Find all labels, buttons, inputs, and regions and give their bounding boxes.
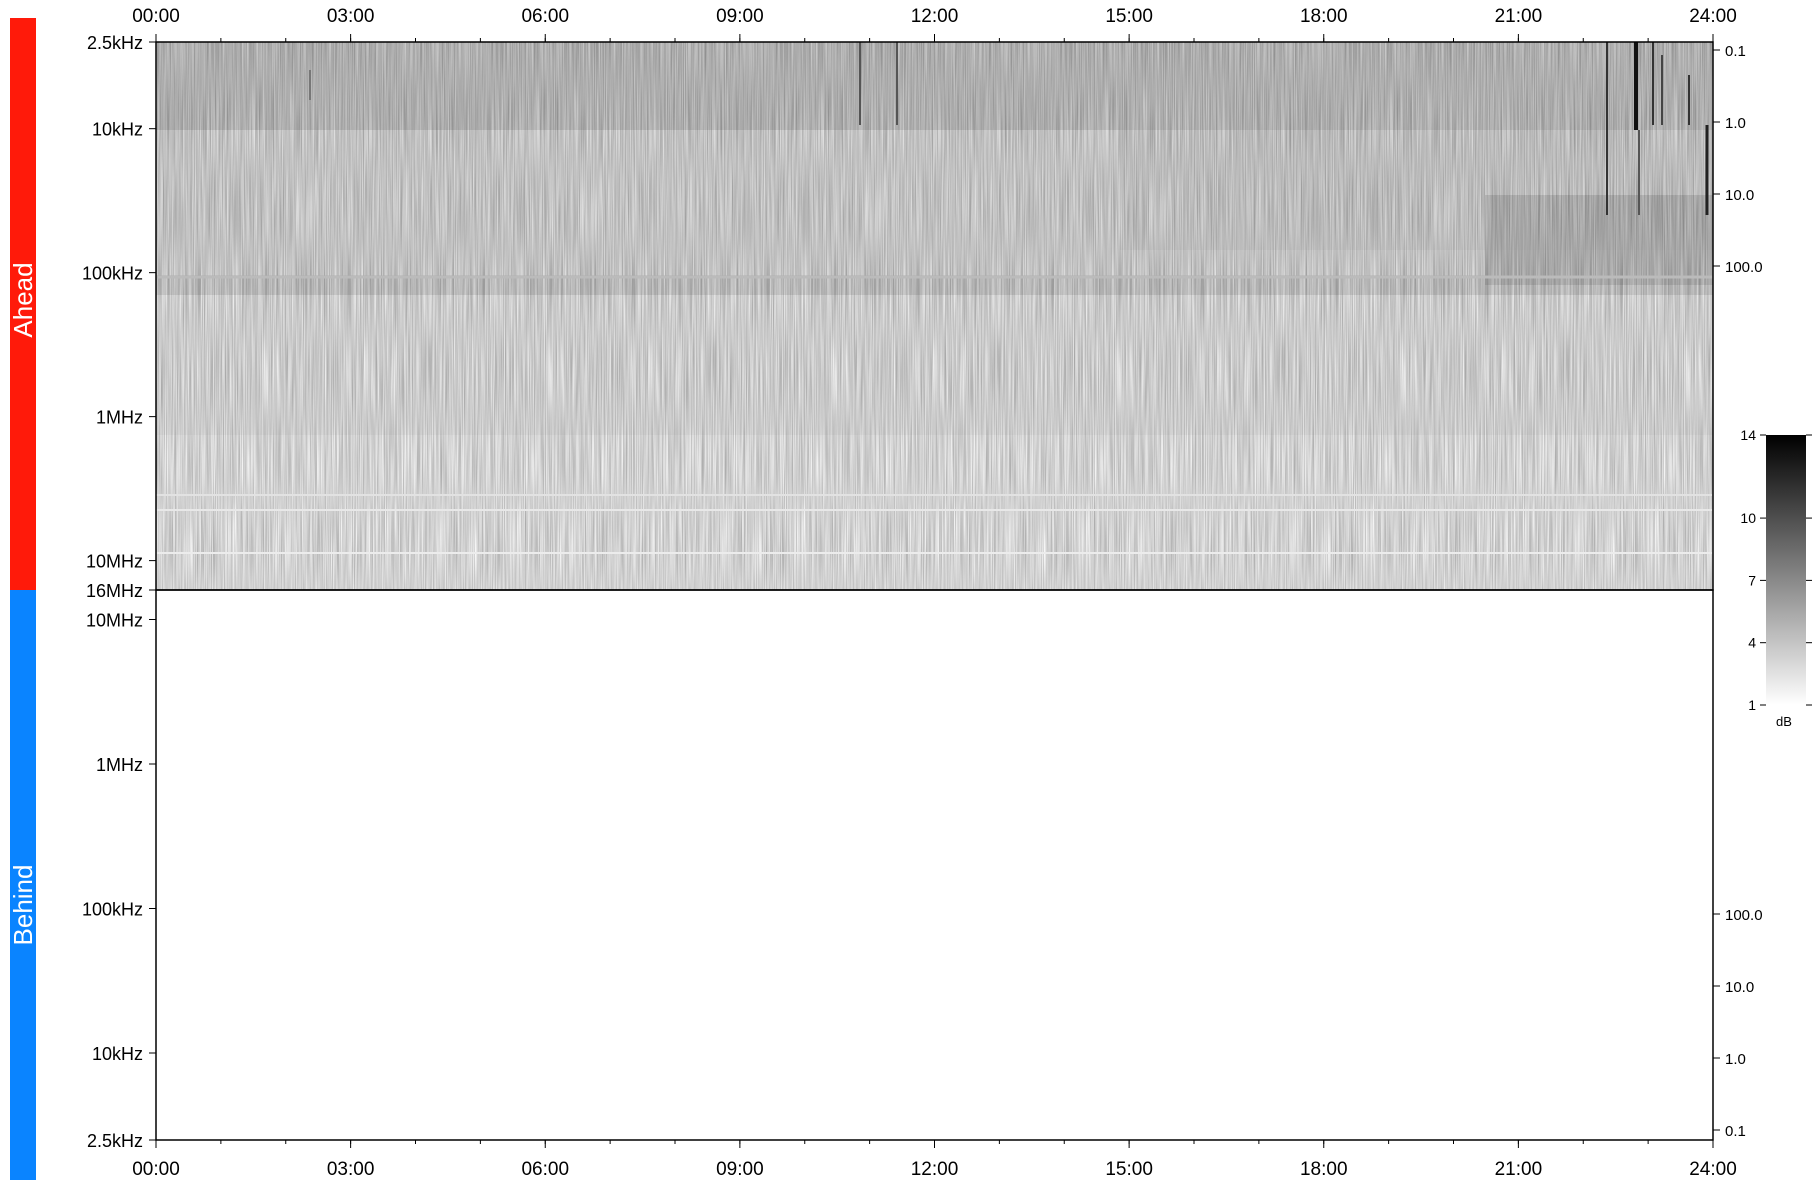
freq-tick-label-behind: 1MHz bbox=[96, 755, 143, 775]
freq-tick-label-behind: 10MHz bbox=[86, 610, 143, 630]
freq-tick-label-ahead: 1MHz bbox=[96, 408, 143, 428]
x-tick-label-bottom: 00:00 bbox=[132, 1159, 180, 1180]
panel-bar-behind bbox=[10, 590, 36, 1180]
colorbar-tick-label: 4 bbox=[1748, 635, 1756, 651]
x-tick-label-bottom: 21:00 bbox=[1495, 1159, 1543, 1180]
freq-tick-label-ahead: 16MHz bbox=[86, 581, 143, 601]
x-tick-label-bottom: 15:00 bbox=[1105, 1159, 1153, 1180]
x-tick-label-top: 18:00 bbox=[1300, 6, 1348, 27]
x-tick-label-bottom: 06:00 bbox=[521, 1159, 569, 1180]
x-tick-label-top: 06:00 bbox=[521, 6, 569, 27]
x-tick-label-bottom: 12:00 bbox=[911, 1159, 959, 1180]
colorbar-tick-label: 14 bbox=[1740, 427, 1756, 443]
right-tick-label-behind: 100.0 bbox=[1725, 907, 1763, 924]
freq-tick-label-ahead: 10kHz bbox=[92, 120, 143, 140]
right-tick-label-ahead: 1.0 bbox=[1725, 115, 1746, 132]
x-tick-label-top: 12:00 bbox=[911, 6, 959, 27]
freq-tick-label-behind: 10kHz bbox=[92, 1044, 143, 1064]
freq-tick-label-ahead: 100kHz bbox=[82, 264, 143, 284]
colorbar bbox=[1766, 435, 1806, 705]
spectrogram-behind bbox=[156, 590, 1713, 1140]
colorbar-tick-label: 7 bbox=[1748, 572, 1756, 588]
x-tick-label-bottom: 24:00 bbox=[1689, 1159, 1737, 1180]
colorbar-tick-label: 10 bbox=[1740, 510, 1756, 526]
x-tick-label-top: 03:00 bbox=[327, 6, 375, 27]
x-tick-label-bottom: 03:00 bbox=[327, 1159, 375, 1180]
right-tick-label-ahead: 100.0 bbox=[1725, 259, 1763, 276]
colorbar-tick-label: 1 bbox=[1748, 697, 1756, 713]
freq-tick-label-behind: 2.5kHz bbox=[87, 1131, 143, 1151]
freq-tick-label-ahead: 10MHz bbox=[86, 552, 143, 572]
right-tick-label-behind: 0.1 bbox=[1725, 1123, 1746, 1140]
spectrogram-ahead bbox=[156, 42, 1713, 590]
panel-label-behind: Behind bbox=[8, 865, 38, 946]
panel-label-ahead: Ahead bbox=[8, 262, 38, 337]
right-tick-label-behind: 1.0 bbox=[1725, 1051, 1746, 1068]
x-tick-label-top: 09:00 bbox=[716, 6, 764, 27]
right-tick-label-ahead: 10.0 bbox=[1725, 187, 1754, 204]
right-tick-label-ahead: 0.1 bbox=[1725, 43, 1746, 60]
freq-tick-label-ahead: 2.5kHz bbox=[87, 33, 143, 53]
x-tick-label-bottom: 18:00 bbox=[1300, 1159, 1348, 1180]
right-tick-label-behind: 10.0 bbox=[1725, 979, 1754, 996]
x-tick-label-bottom: 09:00 bbox=[716, 1159, 764, 1180]
panel-frame-behind bbox=[155, 589, 1714, 1141]
freq-tick-label-behind: 100kHz bbox=[82, 899, 143, 919]
colorbar-unit-label: dB bbox=[1776, 714, 1792, 729]
x-tick-label-top: 15:00 bbox=[1105, 6, 1153, 27]
x-tick-label-top: 24:00 bbox=[1689, 6, 1737, 27]
x-tick-label-top: 00:00 bbox=[132, 6, 180, 27]
panel-bar-ahead bbox=[10, 18, 36, 590]
x-tick-label-top: 21:00 bbox=[1495, 6, 1543, 27]
